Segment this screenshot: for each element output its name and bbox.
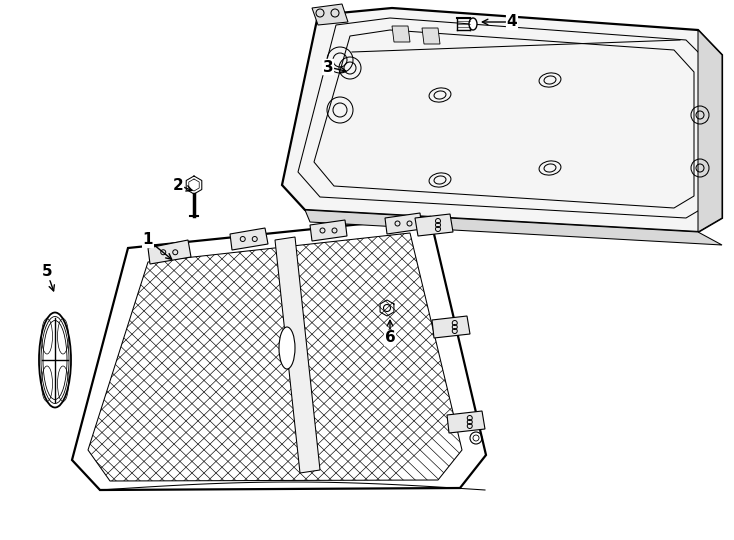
Polygon shape bbox=[230, 228, 268, 250]
Text: 1: 1 bbox=[142, 233, 153, 247]
Polygon shape bbox=[275, 237, 320, 473]
Text: 6: 6 bbox=[385, 330, 396, 346]
Text: 3: 3 bbox=[323, 59, 333, 75]
Polygon shape bbox=[88, 233, 462, 481]
Polygon shape bbox=[385, 213, 422, 234]
Text: 4: 4 bbox=[506, 15, 517, 30]
Polygon shape bbox=[422, 28, 440, 44]
Polygon shape bbox=[392, 26, 410, 42]
Polygon shape bbox=[72, 217, 486, 490]
Ellipse shape bbox=[279, 327, 295, 369]
Polygon shape bbox=[310, 220, 347, 241]
Polygon shape bbox=[312, 4, 348, 25]
Polygon shape bbox=[305, 210, 722, 245]
Polygon shape bbox=[698, 30, 722, 232]
Ellipse shape bbox=[469, 18, 477, 30]
Polygon shape bbox=[415, 214, 453, 236]
Text: 5: 5 bbox=[42, 265, 52, 280]
Text: 2: 2 bbox=[172, 178, 184, 192]
Polygon shape bbox=[298, 18, 708, 218]
Polygon shape bbox=[447, 411, 485, 433]
Polygon shape bbox=[314, 30, 694, 208]
Polygon shape bbox=[282, 8, 722, 232]
Polygon shape bbox=[432, 316, 470, 338]
Ellipse shape bbox=[39, 313, 71, 408]
Polygon shape bbox=[148, 240, 191, 264]
